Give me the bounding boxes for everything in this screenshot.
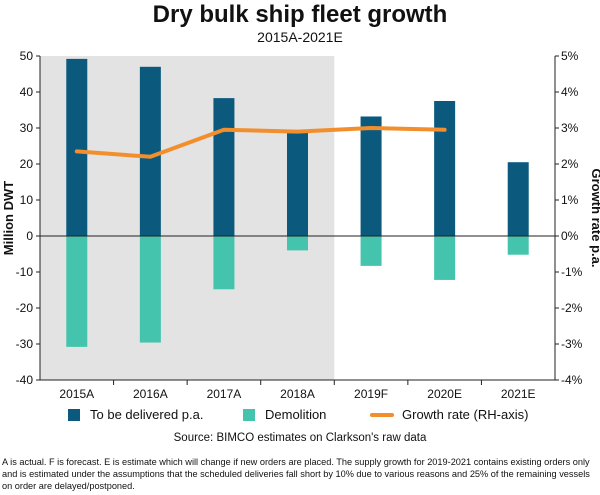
bar-demolition-2015a [66,236,88,347]
y-tick-label: -10 [16,265,34,279]
chart-subtitle: 2015A-2021E [257,29,343,45]
bar-demolition-2018a [287,236,308,251]
y-tick-label: 20 [20,157,34,171]
y2-tick-label: 0% [561,229,579,243]
bar-demolition-2021e [507,236,529,255]
y2-tick-label: 3% [561,121,579,135]
bar-to-be-delivered-p-a-2019f [360,116,382,236]
legend-item-demolition: Demolition [243,407,326,422]
y2-tick-label: -3% [561,337,583,351]
bar-demolition-2020e [434,236,456,280]
actual-period-shading [40,56,335,380]
y-tick-label: 40 [20,85,34,99]
bar-demolition-2017a [213,236,235,290]
x-tick-label-2017a: 2017A [207,387,242,400]
y2-tick-label: 4% [561,85,579,99]
y-tick-label: 30 [20,121,34,135]
y-tick-label: -20 [16,301,34,315]
y-axis-label: Million DWT [1,181,16,255]
y-tick-label: 0 [26,229,33,243]
legend-item-delivered: To be delivered p.a. [68,407,203,422]
source-note: Source: BIMCO estimates on Clarkson's ra… [173,432,427,444]
x-tick-label-2020e: 2020E [427,387,462,400]
legend-swatch-growth-rate [370,412,394,417]
y2-axis-label: Growth rate p.a. [589,169,600,268]
legend-swatch-delivered [68,408,80,421]
x-tick-label-2016a: 2016A [133,387,168,400]
bar-to-be-delivered-p-a-2015a [66,58,88,236]
bar-demolition-2019f [360,236,382,266]
chart-title: Dry bulk ship fleet growth [152,1,448,28]
bar-demolition-2016a [139,236,161,343]
legend-swatch-demolition [243,408,255,421]
y2-tick-label: 2% [561,157,579,171]
bar-to-be-delivered-p-a-2018a [287,131,308,236]
footnote: A is actual. F is forecast. E is estimat… [2,457,590,491]
y-tick-label: -40 [16,373,34,387]
legend: To be delivered p.a. Demolition Growth r… [68,407,568,425]
bar-to-be-delivered-p-a-2020e [434,101,456,236]
y2-tick-label: -4% [561,373,583,387]
y2-tick-label: 5% [561,49,579,63]
bar-to-be-delivered-p-a-2017a [213,98,235,237]
legend-label-delivered: To be delivered p.a. [90,407,204,422]
x-tick-label-2021e: 2021E [501,387,536,400]
y-tick-label: 10 [20,193,34,207]
x-tick-label-2015a: 2015A [59,387,94,400]
legend-label-demolition: Demolition [265,407,327,422]
x-tick-label-2019f: 2019F [354,387,388,400]
chart-area: 50 40 30 20 10 0 -10 -20 -30 -40 5% 4% 3% 2% 1% 0% -1% -2… [1,49,600,400]
bar-to-be-delivered-p-a-2021e [507,162,529,236]
legend-label-growth-rate: Growth rate (RH-axis) [402,407,529,422]
y2-tick-label: -1% [561,265,583,279]
x-tick-label-2018a: 2018A [280,387,315,400]
y-tick-label: -30 [16,337,34,351]
growth-rate-line [74,126,447,159]
y2-tick-label: -2% [561,301,583,315]
y2-tick-label: 1% [561,193,579,207]
y-tick-label: 50 [20,49,34,63]
bar-to-be-delivered-p-a-2016a [139,66,161,236]
legend-item-growth-rate: Growth rate (RH-axis) [370,407,528,422]
